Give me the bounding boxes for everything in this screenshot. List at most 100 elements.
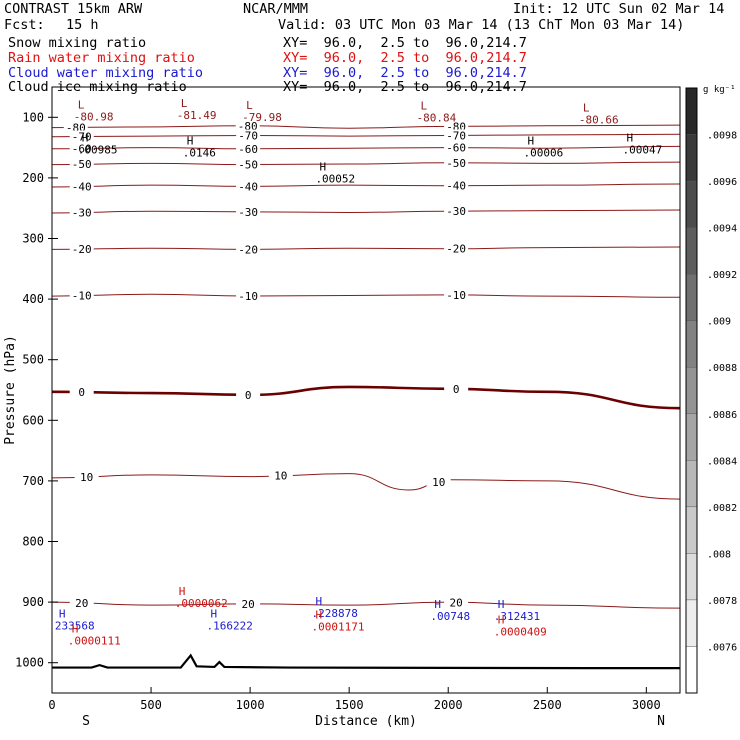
extremum-marker: H bbox=[210, 607, 217, 620]
contour-label-bg bbox=[235, 119, 260, 132]
contour-line bbox=[51, 209, 681, 214]
contour-label-bg bbox=[444, 596, 469, 609]
contour-label-bg bbox=[444, 120, 469, 133]
y-tick-label: 700 bbox=[22, 474, 44, 488]
extremum-value: -80.66 bbox=[579, 113, 619, 126]
valid-time: Valid: 03 UTC Mon 03 Mar 14 (13 ChT Mon … bbox=[278, 17, 685, 33]
contour-label: -20 bbox=[238, 243, 258, 256]
extremum-value: -80.84 bbox=[416, 111, 456, 124]
x-tick-label: 1000 bbox=[236, 698, 265, 712]
contour-label: -60 bbox=[446, 142, 466, 155]
extremum-marker: H bbox=[315, 595, 322, 608]
extremum-marker: H bbox=[72, 622, 79, 635]
x-axis-label: Distance (km) bbox=[315, 714, 417, 729]
contour-label-bg bbox=[444, 205, 469, 218]
contour-label-bg bbox=[69, 289, 94, 302]
contour-line bbox=[51, 133, 681, 138]
extremum-marker: L bbox=[583, 101, 590, 114]
contour-label: -60 bbox=[238, 143, 258, 156]
contour-line bbox=[51, 183, 681, 188]
terrain-line bbox=[52, 653, 680, 670]
colorbar-segment bbox=[685, 87, 698, 135]
contour-label-bg bbox=[69, 386, 94, 399]
extremum-marker: H bbox=[498, 598, 505, 611]
colorbar-segment bbox=[685, 180, 698, 228]
contour-label-bg bbox=[69, 180, 94, 193]
extremum-value: .0000409 bbox=[494, 625, 547, 638]
x-tick-label: 0 bbox=[48, 698, 55, 712]
extremum-marker: H bbox=[498, 613, 505, 626]
contour-line bbox=[51, 601, 681, 609]
extremum-value: .312431 bbox=[494, 610, 540, 623]
contour-label: 10 bbox=[274, 470, 287, 483]
plot-frame bbox=[51, 86, 681, 694]
contour-label: -50 bbox=[238, 159, 258, 172]
contour-label: -60 bbox=[72, 142, 92, 155]
extremum-value: .0001171 bbox=[311, 621, 364, 634]
extremum-value: .00748 bbox=[430, 610, 470, 623]
contour-label-bg bbox=[236, 243, 261, 256]
contour-label: -10 bbox=[238, 290, 258, 303]
contour-label-bg bbox=[69, 597, 94, 610]
field-rain-name: Rain water mixing ratio bbox=[8, 50, 195, 66]
extremum-marker: H bbox=[527, 135, 534, 148]
center-title: NCAR/MMM bbox=[243, 1, 309, 17]
contour-label-bg bbox=[236, 142, 261, 155]
x-tick-label: 2500 bbox=[533, 698, 562, 712]
contour-line bbox=[51, 161, 681, 166]
contour-label: -30 bbox=[446, 205, 466, 218]
y-tick-label: 800 bbox=[22, 535, 44, 549]
contour-label: 0 bbox=[78, 386, 85, 399]
extremum-value: .00985 bbox=[78, 144, 118, 157]
contour-label-bg bbox=[268, 469, 293, 482]
y-tick-label: 500 bbox=[22, 353, 44, 367]
contour-label-bg bbox=[444, 141, 469, 154]
colorbar-tick-label: .008 bbox=[707, 549, 731, 560]
colorbar-segment bbox=[685, 367, 698, 414]
contour-label: -70 bbox=[72, 131, 92, 144]
north-label: N bbox=[657, 714, 665, 729]
contour-label-bg bbox=[69, 158, 94, 171]
field-snow-name: Snow mixing ratio bbox=[8, 35, 147, 51]
colorbar-segment bbox=[685, 273, 698, 321]
contour-label: 20 bbox=[242, 598, 255, 611]
field-snow-xy: XY= 96.0, 2.5 to 96.0,214.7 bbox=[283, 35, 527, 51]
x-tick-label: 1500 bbox=[335, 698, 364, 712]
contour-line bbox=[51, 473, 681, 500]
y-axis-label: Pressure (hPa) bbox=[3, 335, 18, 445]
contour-label-bg bbox=[69, 243, 94, 256]
extremum-marker: L bbox=[420, 99, 427, 112]
extremum-value: .0000111 bbox=[68, 634, 121, 647]
contour-line bbox=[51, 124, 681, 129]
extremum-marker: L bbox=[181, 97, 188, 110]
contour-label: 20 bbox=[75, 597, 88, 610]
colorbar-segment bbox=[685, 227, 698, 275]
colorbar-tick-label: .0098 bbox=[707, 131, 737, 142]
extremum-value: 233568 bbox=[55, 619, 95, 632]
contour-line bbox=[51, 293, 681, 298]
south-label: S bbox=[82, 714, 90, 729]
y-tick-label: 900 bbox=[22, 595, 44, 609]
extremum-marker: L bbox=[78, 98, 85, 111]
contour-label: 0 bbox=[245, 389, 252, 402]
extremum-marker: H bbox=[319, 161, 326, 174]
contour-label-bg bbox=[63, 121, 88, 134]
y-tick-label: 300 bbox=[22, 232, 44, 246]
field-cloudwater-name: Cloud water mixing ratio bbox=[8, 65, 204, 81]
contour-label: 20 bbox=[450, 596, 463, 609]
colorbar-tick-label: .009 bbox=[707, 317, 731, 328]
extremum-value: -79.98 bbox=[242, 111, 282, 124]
contour-label-bg bbox=[236, 180, 261, 193]
extremum-value: .0000062 bbox=[175, 597, 228, 610]
extremum-value: -81.49 bbox=[177, 109, 217, 122]
contour-line bbox=[51, 385, 681, 410]
y-tick-label: 600 bbox=[22, 413, 44, 427]
colorbar-tick-label: .0084 bbox=[707, 456, 737, 467]
contour-label: -40 bbox=[446, 180, 466, 193]
field-cloudwater-xy: XY= 96.0, 2.5 to 96.0,214.7 bbox=[283, 65, 527, 81]
x-tick-label: 500 bbox=[140, 698, 162, 712]
contour-label: 10 bbox=[80, 471, 93, 484]
contour-line bbox=[51, 145, 681, 150]
colorbar-tick-label: .0086 bbox=[707, 410, 737, 421]
